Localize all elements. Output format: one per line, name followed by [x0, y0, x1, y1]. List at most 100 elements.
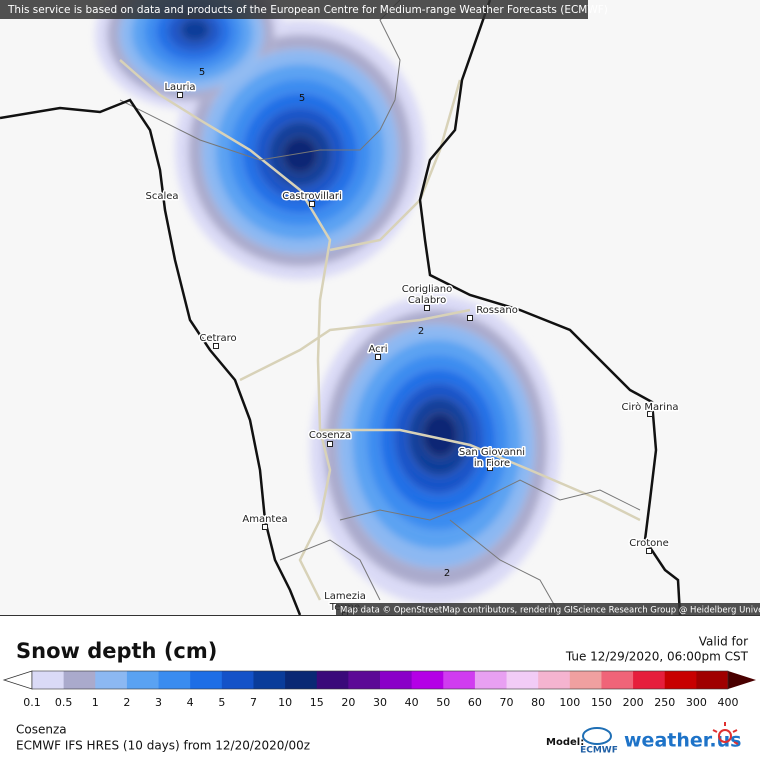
attribution-background: [336, 603, 760, 615]
city-label: Cosenza: [309, 430, 351, 441]
contour-label: 5: [299, 93, 305, 104]
colorbar-label: 5: [218, 696, 225, 709]
model-label: Model:: [546, 737, 584, 748]
attribution: Map data © OpenStreetMap contributors, r…: [340, 606, 760, 616]
colorbar-label: 100: [559, 696, 580, 709]
colorbar-swatch: [126, 671, 160, 689]
coastline: [418, 0, 682, 615]
colorbar-swatch: [633, 671, 666, 689]
city-marker: [327, 441, 333, 447]
border: [279, 539, 381, 601]
valid-time: Tue 12/29/2020, 06:00pm CST: [565, 650, 749, 664]
colorbar-label: 40: [405, 696, 419, 709]
city-marker: [309, 201, 315, 207]
colorbar-label: 30: [373, 696, 387, 709]
colorbar-label: 0.1: [23, 696, 41, 709]
snow-level: [178, 17, 212, 43]
contour-label: 5: [199, 67, 205, 78]
model-logo: ECMWF: [580, 746, 618, 756]
coastline: [0, 98, 302, 615]
colorbar-label: 1: [92, 696, 99, 709]
colorbar-swatch: [664, 671, 697, 689]
colorbar-swatch: [411, 671, 444, 689]
city-label: in Fiore: [474, 458, 510, 469]
road: [320, 428, 641, 522]
border: [339, 479, 641, 521]
colorbar-swatch: [32, 671, 65, 689]
banner-background: [0, 0, 588, 19]
colorbar-label: 400: [718, 696, 739, 709]
colorbar-label: 150: [591, 696, 612, 709]
city-marker: [487, 465, 493, 471]
city-marker: [424, 305, 430, 311]
border: [449, 519, 561, 615]
colorbar-swatch: [601, 671, 634, 689]
colorbar-swatch: [380, 671, 413, 689]
colorbar-label: 70: [500, 696, 514, 709]
ecmwf-logo-mark: [582, 727, 612, 745]
colorbar-label: 3: [155, 696, 162, 709]
model-run: ECMWF IFS HRES (10 days) from 12/20/2020…: [16, 739, 310, 753]
brand: weather.us: [624, 730, 741, 752]
colorbar-swatch: [348, 671, 381, 689]
border: [119, 0, 401, 161]
cities: Lauria Scalea Castrovillari Cetraro Coriglia…: [144, 81, 680, 615]
colorbar-swatch: [506, 671, 539, 689]
borders: [119, 0, 641, 615]
valid-label: Valid for: [699, 635, 748, 649]
colorbar-label: 250: [654, 696, 675, 709]
colorbar-label: 50: [436, 696, 450, 709]
city-label: Cetraro: [199, 333, 236, 344]
contour-label: 2: [444, 568, 450, 579]
road: [119, 59, 332, 601]
colorbar-swatch: [190, 671, 223, 689]
brand-icon: [712, 722, 739, 745]
sun: [718, 729, 732, 743]
city-marker: [159, 193, 165, 199]
map: 5 5 2 2 Lauria Scalea Castrovillari Cetraro Cor…: [0, 0, 760, 616]
colorbar-over: [728, 671, 756, 689]
city-label: Scalea: [145, 191, 178, 202]
city-marker: [262, 524, 268, 530]
colorbar: 0.1 0.5 1 2 3 4 5 7 10 15 20 30 40 50 60 70 80 100 150 200 2…: [2, 670, 756, 709]
colorbar-swatch: [253, 671, 286, 689]
colorbar-label: 60: [468, 696, 482, 709]
contour-labels: 5 5 2 2: [199, 67, 450, 579]
colorbar-swatch: [696, 671, 729, 689]
colorbar-frame: [31, 670, 729, 690]
snow-field: [94, 0, 561, 606]
colorbar-label: 200: [623, 696, 644, 709]
city-marker: [375, 354, 381, 360]
colorbar-swatch: [285, 671, 318, 689]
city-label: Acri: [368, 344, 387, 355]
colorbar-swatch: [221, 671, 254, 689]
city-label: Castrovillari: [282, 191, 342, 202]
colorbar-swatch: [569, 671, 602, 689]
colorbar-swatch: [316, 671, 349, 689]
colorbar-label: 80: [531, 696, 545, 709]
city-marker: [646, 548, 652, 554]
colorbar-swatch: [538, 671, 571, 689]
colorbar-swatch: [63, 671, 96, 689]
colorbar-label: 2: [123, 696, 130, 709]
legend-title: Snow depth (cm): [16, 639, 217, 663]
sun-rays: [712, 722, 739, 745]
colorbar-label: 4: [187, 696, 194, 709]
colorbar-label: 7: [250, 696, 257, 709]
city-label: Crotone: [629, 538, 669, 549]
banner: This service is based on data and produc…: [7, 4, 608, 16]
colorbar-under: [2, 670, 33, 690]
city-label: San Giovanni: [459, 447, 525, 458]
contour-label: 2: [418, 326, 424, 337]
colorbar-swatch: [158, 671, 191, 689]
city-label: Lauria: [164, 82, 195, 93]
city-marker: [647, 411, 653, 417]
city-label: Amantea: [242, 514, 287, 525]
colorbar-label: 300: [686, 696, 707, 709]
location: Cosenza: [16, 723, 67, 737]
city-label: Rossano: [476, 305, 518, 316]
city-marker: [467, 315, 473, 321]
colorbar-label: 10: [278, 696, 292, 709]
colorbar-swatch: [95, 671, 128, 689]
